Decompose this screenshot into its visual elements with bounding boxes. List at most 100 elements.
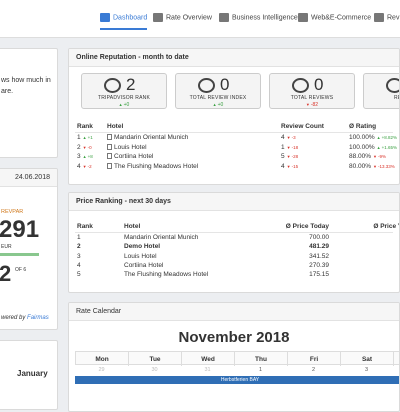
kpi-icon <box>198 78 215 93</box>
nav-icon <box>374 13 384 22</box>
price: 481.29 <box>309 243 329 251</box>
review-count: 4 <box>281 134 285 141</box>
rank: 2 <box>77 243 81 251</box>
weekday: Sat <box>341 352 394 366</box>
panel-title: Online Reputation - month to date <box>76 54 189 61</box>
nav-item[interactable]: Web&E-Commerce <box>298 13 371 28</box>
weekday-row: Mon Tue Wed Thu Fri Sat <box>75 351 399 366</box>
rank-cell: 4-2 <box>77 163 92 170</box>
rating-cell: 88.00%-9% <box>349 153 386 160</box>
date: 24.06.2018 <box>14 174 50 181</box>
panel-header: Price Ranking - next 30 days <box>69 193 399 211</box>
rank-change: -0 <box>83 145 92 150</box>
nav-item[interactable]: Rate Overview <box>153 13 212 28</box>
column-header: Rank <box>77 123 93 130</box>
rank-change: +8 <box>83 154 93 159</box>
hotel-name: Cortiina Hotel <box>114 153 154 160</box>
calendar-month: November 2018 <box>178 329 290 346</box>
hotel-cell: Mandarin Oriental Munich <box>107 134 188 141</box>
kpi-label: TRIPADVISOR RANK <box>97 95 150 101</box>
powered-brand[interactable]: Fairmas <box>27 315 49 321</box>
kpi-label: TOTAL REVIEW INDEX <box>189 95 247 101</box>
rating-cell: 80.00%-13.33% <box>349 163 395 170</box>
column-header: Review Count <box>281 123 324 130</box>
hotel-icon <box>107 134 112 141</box>
column-header: Hotel <box>124 223 141 230</box>
nav-item[interactable]: Dashboard <box>100 13 148 30</box>
review-change: -28 <box>287 154 298 159</box>
rank: 4 <box>77 261 81 269</box>
header-separator <box>75 232 393 233</box>
rating-change: -9% <box>373 154 386 159</box>
hotel-name: Louis Hotel <box>114 143 147 151</box>
rating-change: -13.33% <box>373 164 395 169</box>
rating: 80.00% <box>349 162 372 170</box>
month: January <box>17 369 48 378</box>
weekday: Tue <box>129 352 182 366</box>
intro-line: ws how much in <box>1 77 51 84</box>
page: Dashboard Rate Overview Business Intellige… <box>0 0 400 400</box>
hotel-name: The Flushing Meadows Hotel <box>114 162 199 170</box>
kpi-unit: EUR <box>1 244 12 250</box>
review-cell: 4-3 <box>281 134 296 141</box>
month-panel: January <box>0 340 58 410</box>
nav-icon <box>100 13 110 22</box>
hotel-cell: Cortiina Hotel <box>107 153 153 160</box>
top-nav: Dashboard Rate Overview Business Intellige… <box>0 0 400 38</box>
hotel-cell: The Flushing Meadows Hotel <box>107 163 198 170</box>
panel-title: Rate Calendar <box>76 308 122 315</box>
kpi-bar <box>0 253 39 256</box>
rate-calendar-panel: Rate Calendar November 2018 Mon Tue Wed Thu… <box>68 302 400 412</box>
weekday: Wed <box>182 352 235 366</box>
panel-header: 24.06.2018 <box>0 169 57 187</box>
kpi-label: TOTAL REVIEWS <box>290 95 334 101</box>
kpi-value: 2 <box>126 75 136 94</box>
rank: 4 <box>77 162 81 170</box>
nav-label: Dashboard <box>113 14 148 22</box>
nav-icon <box>298 13 308 22</box>
hotel-cell: Louis Hotel <box>107 144 147 151</box>
kpi-value: 0 <box>314 75 324 94</box>
column-header: Rank <box>77 223 93 230</box>
nav-icon <box>219 13 229 22</box>
kpi-change: -82 <box>270 102 354 108</box>
rank-cell: 2-0 <box>77 144 92 151</box>
review-cell: 4-15 <box>281 163 298 170</box>
hotel-name: Louis Hotel <box>124 252 157 260</box>
nav-label: Rev <box>387 14 400 22</box>
review-count: 5 <box>281 153 285 160</box>
rating-cell: 100.00%+1.65% <box>349 144 397 151</box>
day-number: 29 <box>98 367 105 373</box>
rank: 2 <box>77 143 81 151</box>
kpi-change: +0 <box>176 102 260 108</box>
panel-title: Price Ranking - next 30 days <box>76 198 171 205</box>
kpi-change: +0 <box>364 102 399 108</box>
nav-item[interactable]: Rev <box>374 13 399 28</box>
price: 341.52 <box>309 252 329 260</box>
rank-cell: 1+1 <box>77 134 93 141</box>
panel-header: Online Reputation - month to date <box>69 49 399 67</box>
review-cell: 1-18 <box>281 144 298 151</box>
rank-change: +1 <box>83 135 93 140</box>
review-change: -18 <box>287 145 298 150</box>
hotel-icon <box>107 153 112 160</box>
reputation-panel: Online Reputation - month to date 2 TRIPA… <box>68 48 400 185</box>
rank-of: OF 6 <box>15 267 27 273</box>
price: 270.39 <box>309 261 329 269</box>
price-ranking-panel: Price Ranking - next 30 days Rank Hotel Ø … <box>68 192 400 293</box>
nav-item[interactable]: Business Intelligence <box>219 13 298 28</box>
rating-change: +8.82% <box>377 135 397 140</box>
event-bar[interactable]: Herbstferien BAY <box>75 376 399 384</box>
kpi-label: REVPAR <box>1 209 24 215</box>
weekday: Thu <box>235 352 288 366</box>
rank: 1 <box>77 234 81 241</box>
review-change: -15 <box>287 164 298 169</box>
hotel-name: The Flushing Meadows Hotel <box>124 271 209 279</box>
hotel-name: Cortiina Hotel <box>124 261 164 269</box>
price: 175.15 <box>309 271 329 279</box>
left-info-panel: ws how much in are. <box>0 48 58 158</box>
intro-line: are. <box>1 88 14 95</box>
